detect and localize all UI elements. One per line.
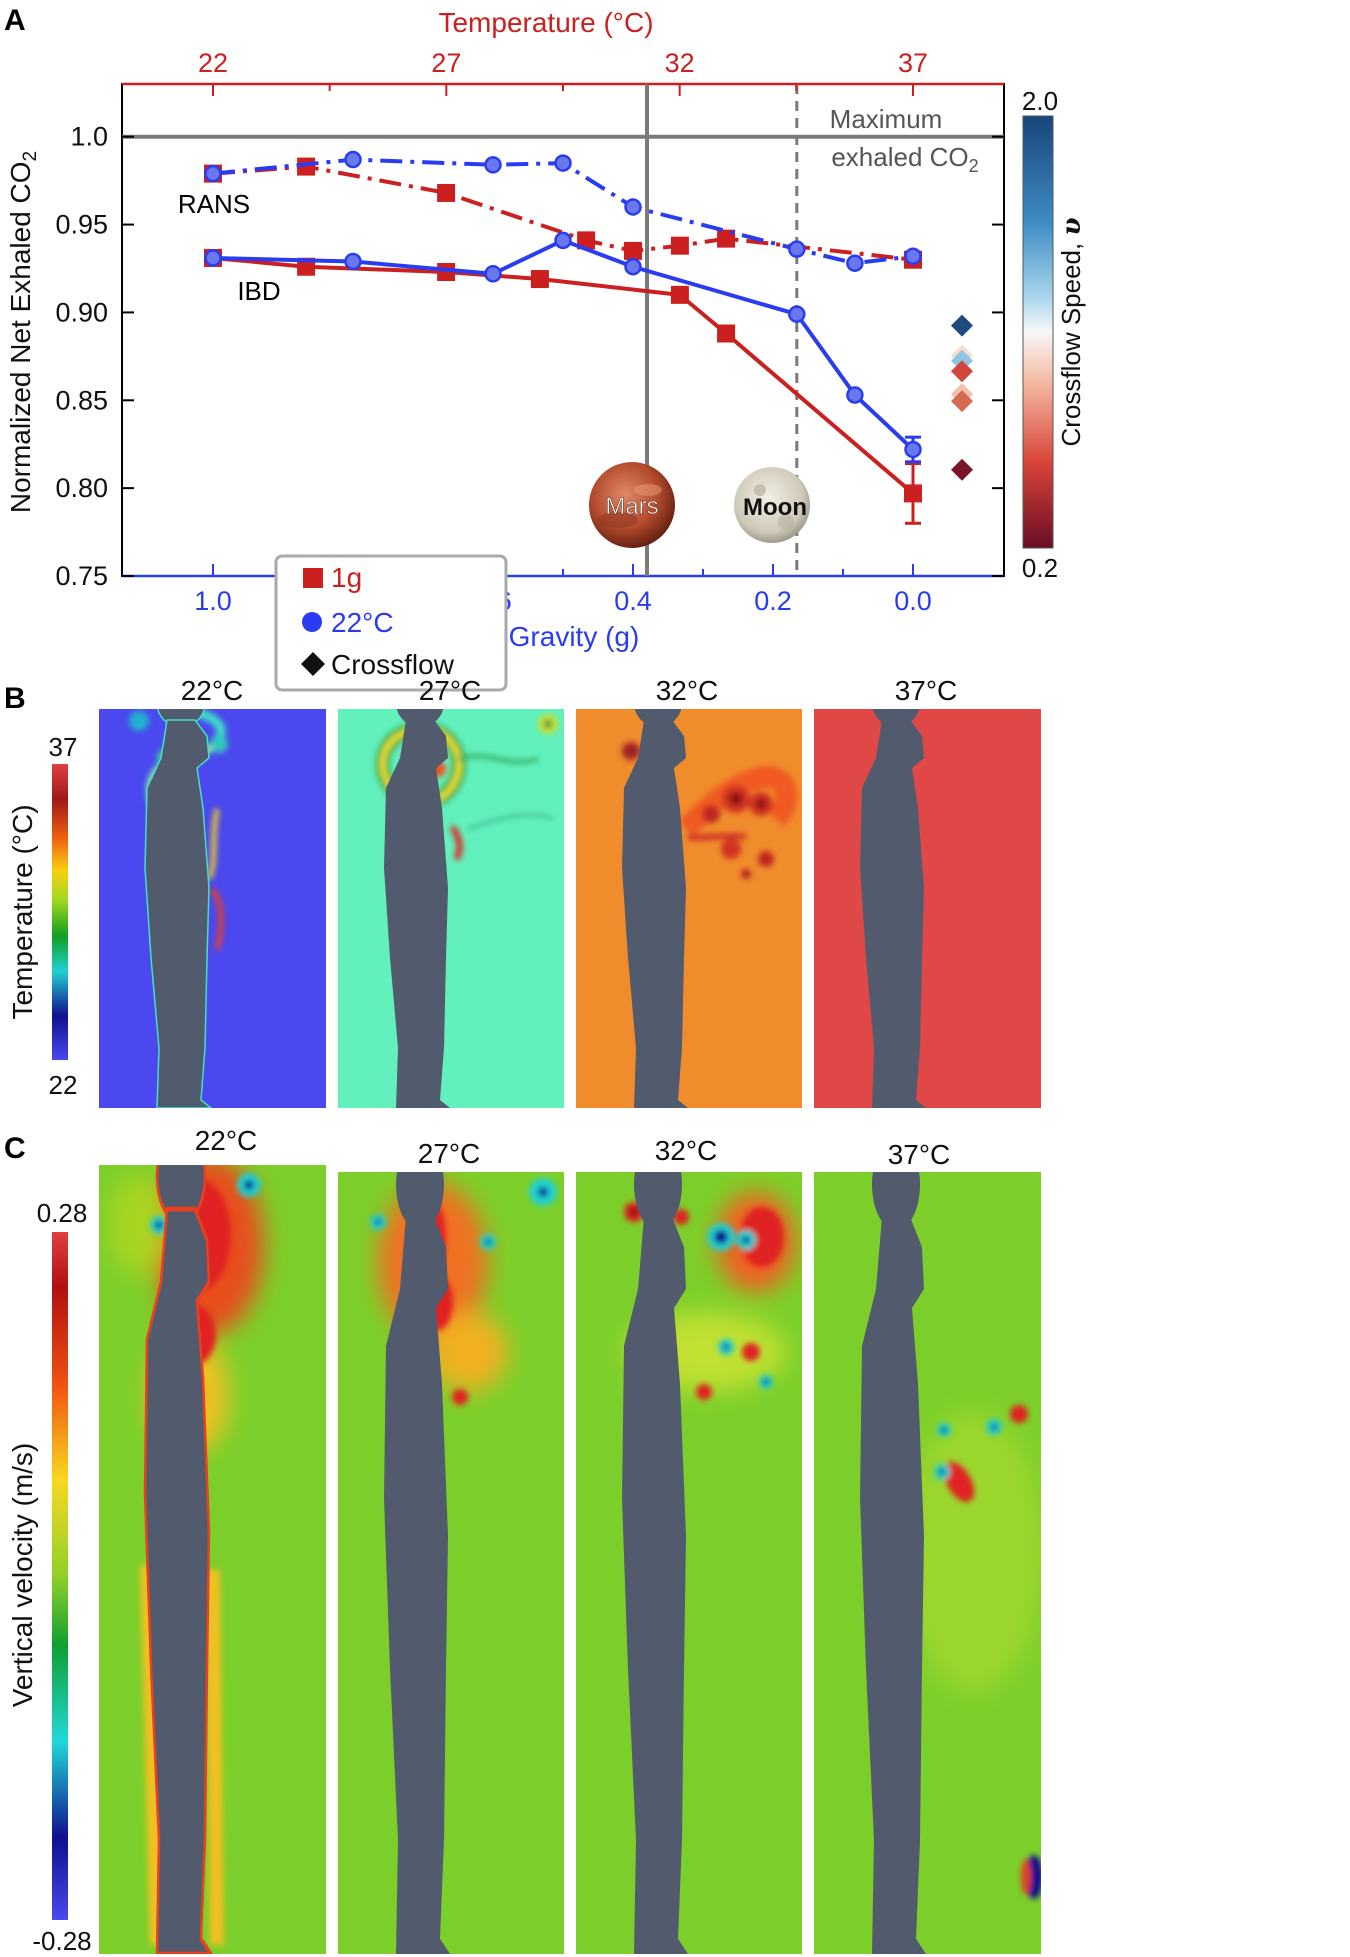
y-tick-label: 0.90 (55, 297, 108, 327)
panel-b-title-32c: 32°C (656, 675, 719, 706)
data-point (670, 285, 689, 304)
moon-planet: Moon (734, 467, 810, 543)
rans-label: RANS (178, 189, 250, 219)
data-point (554, 231, 572, 250)
panel-b-title-22c: 22°C (181, 675, 244, 706)
data-point (344, 252, 362, 271)
panel-a-label: A (4, 4, 26, 37)
panel-c-frame-37c: 37°C (814, 1139, 1041, 1954)
panel-c-label: C (4, 1132, 26, 1165)
panel-b-label: B (4, 682, 26, 715)
x2-tick-label: 27 (431, 48, 461, 78)
data-point (204, 249, 222, 267)
panel-c-colorbar: 0.28 -0.28 Vertical velocity (m/s) (7, 1198, 92, 1956)
data-point (484, 156, 502, 174)
legend-circle-22c (302, 612, 322, 632)
x-axis-title: Gravity (g) (509, 621, 640, 652)
x2-tick-label: 32 (665, 48, 695, 78)
panel-b-colorbar-max: 37 (49, 732, 78, 762)
crossflow-point (951, 314, 973, 337)
legend-22c: 22°C (331, 607, 394, 638)
y-tick-label: 0.95 (55, 210, 108, 240)
data-point (670, 236, 689, 255)
data-point (577, 231, 596, 250)
crossflow-colorbar: 2.0 0.2 Crossflow Speed, υ (1022, 86, 1087, 583)
x2-axis-title: Temperature (°C) (438, 7, 653, 38)
panel-b-colorbar: 37 22 Temperature (°C) (7, 732, 77, 1100)
y-tick-label: 0.80 (55, 473, 108, 503)
max-label-line2: exhaled CO2 (831, 142, 978, 176)
data-point (846, 254, 864, 272)
panel-c-title-37c: 37°C (888, 1139, 951, 1170)
y-tick-label: 0.75 (55, 561, 108, 591)
crossflow-point (951, 390, 973, 413)
panel-c-title-32c: 32°C (655, 1135, 718, 1166)
data-point (846, 386, 864, 404)
chart-a: 1.00.80.60.40.20.0222732370.750.800.850.… (5, 7, 1087, 692)
legend-1g: 1g (331, 562, 362, 593)
panel-c-title-22c: 22°C (195, 1125, 258, 1156)
panel-b-title-27c: 27°C (419, 675, 482, 706)
x-tick-label: 1.0 (194, 586, 232, 616)
x-tick-label: 0.4 (614, 586, 652, 616)
panel-c-title-27c: 27°C (418, 1138, 481, 1169)
x-tick-label: 0.2 (754, 586, 792, 616)
panel-c-frame-27c: 27°C (338, 1138, 564, 1954)
panel-c-colorbar-min: -0.28 (32, 1926, 91, 1956)
data-point (437, 183, 456, 202)
moon-label: Moon (743, 494, 807, 521)
mars-planet: Mars (589, 462, 675, 548)
mars-label: Mars (605, 493, 658, 520)
y-tick-label: 1.0 (70, 122, 108, 152)
panel-b-colorbar-min: 22 (49, 1070, 78, 1100)
data-point (788, 305, 806, 323)
data-point (554, 154, 572, 172)
data-point (344, 150, 362, 169)
data-point (624, 198, 642, 216)
data-point (204, 164, 222, 183)
series-line-3 (212, 238, 915, 451)
crossflow-colorbar-title: Crossflow Speed, υ (1056, 217, 1087, 446)
y-tick-label: 0.85 (55, 385, 108, 415)
ibd-label: IBD (237, 276, 280, 306)
panel-b-colorbar-title: Temperature (°C) (7, 804, 38, 1019)
panel-c-frame-32c: 32°C (576, 1135, 802, 1954)
panel-c-colorbar-max: 0.28 (37, 1198, 88, 1228)
data-point (530, 270, 549, 289)
x-tick-label: 0.0 (894, 586, 932, 616)
max-label-line1: Maximum (830, 104, 943, 134)
legend-diamond-crossflow (301, 652, 325, 676)
legend: 1g 22°C Crossflow (274, 554, 508, 692)
data-point (788, 240, 806, 258)
panel-b-title-37c: 37°C (895, 675, 958, 706)
crossflow-colorbar-min: 0.2 (1022, 553, 1058, 583)
data-point (904, 440, 922, 459)
data-point (717, 324, 736, 343)
series-line-1 (212, 157, 914, 266)
x2-tick-label: 37 (898, 48, 928, 78)
data-point (904, 484, 922, 503)
panel-c-frame-22c: 22°C (99, 1125, 326, 1954)
data-point (904, 247, 922, 265)
data-point (484, 265, 502, 283)
crossflow-point (951, 458, 973, 481)
series-line-2 (212, 256, 915, 495)
crossflow-point (951, 360, 973, 383)
legend-crossflow: Crossflow (331, 649, 455, 680)
panel-c-colorbar-title: Vertical velocity (m/s) (7, 1443, 38, 1708)
panel-b-frame-22c: 22°C (99, 675, 326, 1108)
data-point (624, 257, 642, 276)
crossflow-colorbar-max: 2.0 (1022, 86, 1058, 116)
panel-b-frame-27c: 27°C (338, 675, 564, 1108)
panel-b-frame-37c: 37°C (814, 675, 1041, 1108)
x2-tick-label: 22 (198, 48, 228, 78)
panel-b-frame-32c: 32°C (576, 675, 802, 1108)
y-axis-title: Normalized Net Exhaled CO2 (5, 151, 41, 513)
data-point (624, 241, 642, 260)
legend-square-1g (303, 568, 323, 588)
